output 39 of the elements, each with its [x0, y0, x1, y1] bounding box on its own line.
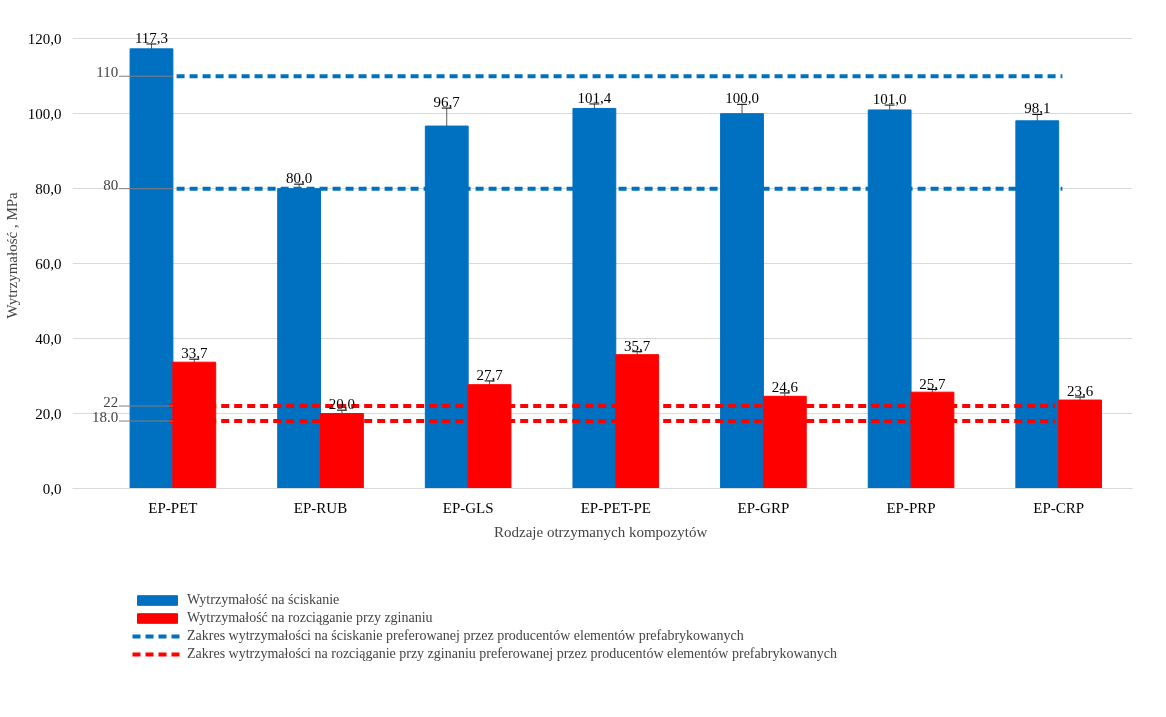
annotation: 22	[103, 394, 119, 411]
data-label: 117,3	[134, 29, 169, 46]
data-label: 23,6	[1066, 383, 1094, 400]
x-tick-label: EP-PRP	[886, 499, 936, 516]
x-tick-label: EP-CRP	[1033, 499, 1085, 516]
data-label: 24,6	[771, 378, 799, 395]
annotation: 80	[103, 176, 119, 193]
y-tick-label: 60,0	[35, 255, 62, 272]
x-tick-label: EP-RUB	[293, 499, 348, 516]
legend-label: Zakres wytrzymałości na rozciąganie przy zginaniu preferowanej przez producentów elementów prefabrykowanych	[187, 646, 837, 662]
data-label: 98,1	[1024, 100, 1051, 117]
y-tick-label: 100,0	[27, 105, 62, 122]
y-tick-label: 120,0	[27, 30, 62, 47]
legend-label: Wytrzymałość na ściskanie	[187, 592, 340, 608]
data-label: 101,4	[577, 89, 612, 106]
x-tick-label: EP-GLS	[442, 499, 494, 516]
data-label: 25,7	[919, 375, 947, 392]
x-tick-label: EP-GRP	[737, 499, 790, 516]
x-tick-label: EP-PET	[148, 499, 198, 516]
legend-label: Zakres wytrzymałości na ściskanie preferowanej przez producentów elementów prefabrykowanych	[187, 628, 744, 644]
data-label: 27,7	[476, 366, 504, 383]
data-label: 100,0	[725, 90, 759, 107]
y-axis-title: Wytrzymałość , MPa	[3, 191, 20, 319]
y-tick-label: 80,0	[35, 180, 62, 197]
data-label: 35,7	[624, 337, 651, 354]
data-label: 33,7	[181, 345, 208, 362]
legend-label: Wytrzymałość na rozciąganie przy zginaniu	[187, 610, 433, 626]
data-label: 80,0	[285, 170, 313, 187]
x-axis-title: Rodzaje otrzymanych kompozytów	[493, 523, 708, 540]
bar	[1058, 399, 1102, 489]
annotation: 18.0	[92, 409, 119, 426]
y-tick-label: 20,0	[35, 405, 62, 422]
x-tick-label: EP-PET-PE	[580, 499, 651, 516]
y-tick-label: 40,0	[35, 330, 62, 347]
data-label: 96,7	[433, 94, 461, 111]
bar	[129, 48, 174, 489]
data-label: 101,0	[872, 91, 907, 108]
y-tick-label: 0,0	[42, 480, 62, 497]
annotation: 110	[96, 64, 119, 81]
